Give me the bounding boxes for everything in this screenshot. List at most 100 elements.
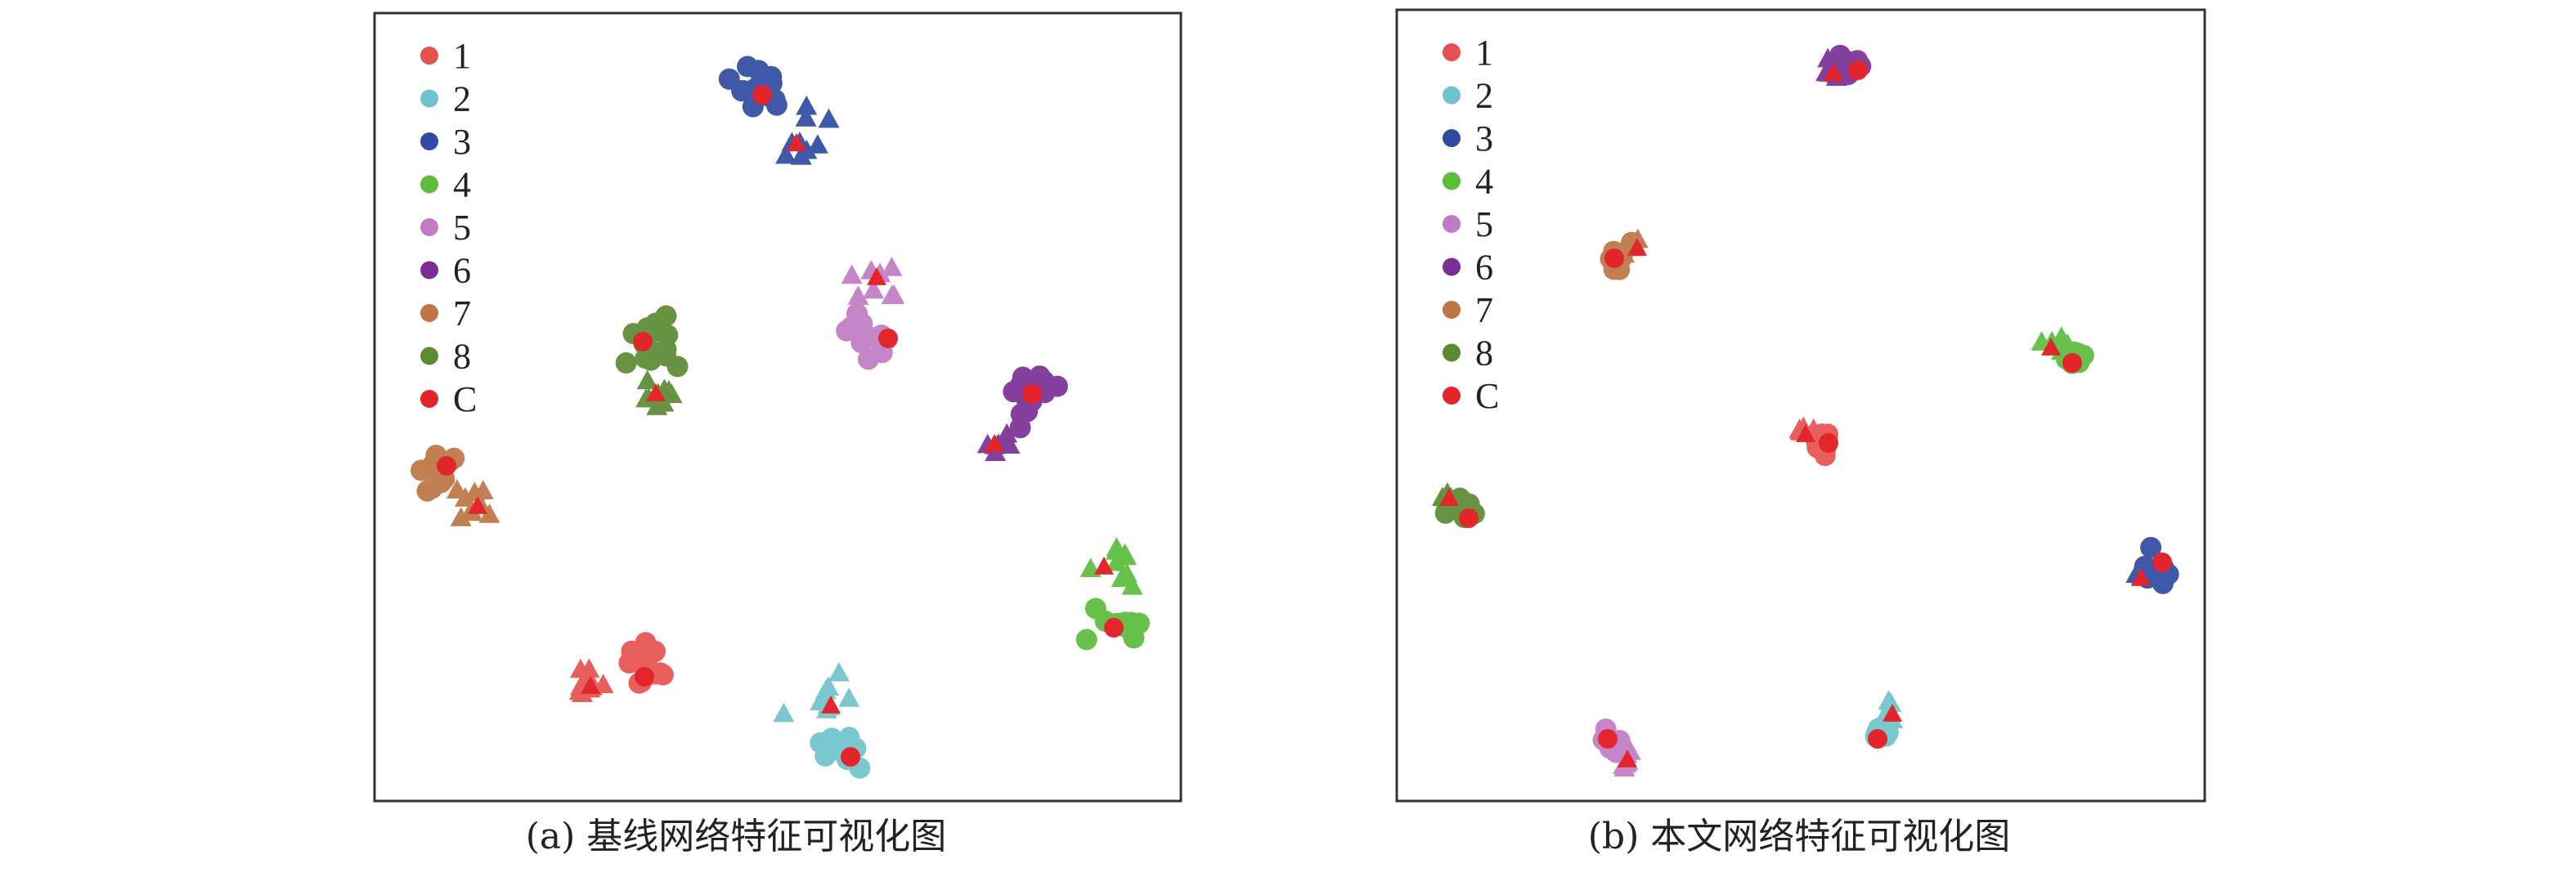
legend-marker-4 — [1443, 172, 1461, 190]
triangle-point-class-7 — [1614, 232, 1636, 253]
triangle-point-class-7 — [450, 507, 472, 526]
point-class-7 — [430, 472, 452, 494]
center-point-class-6 — [1022, 384, 1042, 404]
center-triangle-class-7 — [468, 495, 487, 514]
legend-label-1: 1 — [1475, 33, 1493, 73]
legend-marker-5 — [420, 218, 438, 236]
center-point-class-3 — [2152, 553, 2172, 572]
triangle-point-class-2 — [773, 702, 795, 723]
legend-marker-5 — [1443, 215, 1461, 233]
triangle-point-class-4 — [2057, 333, 2079, 353]
point-class-1 — [630, 640, 652, 662]
point-class-3 — [747, 60, 770, 82]
center-point-class-5 — [1598, 729, 1618, 749]
point-class-5 — [850, 332, 873, 354]
triangle-point-class-3 — [775, 144, 797, 164]
legend-label-8: 8 — [1475, 333, 1493, 374]
center-triangle-class-8 — [646, 383, 666, 401]
legend-marker-3 — [1443, 129, 1461, 147]
triangle-point-class-4 — [1121, 575, 1143, 595]
triangle-point-class-2 — [818, 676, 840, 696]
triangle-point-class-3 — [818, 108, 840, 128]
legend-label-5: 5 — [1475, 204, 1493, 244]
triangle-point-class-5 — [847, 285, 869, 305]
legend-label-C: C — [453, 379, 477, 419]
center-point-class-7 — [437, 456, 456, 476]
triangle-point-class-6 — [999, 434, 1021, 454]
legend-marker-8 — [420, 347, 438, 365]
legend-label-2: 2 — [1475, 76, 1493, 116]
center-point-class-1 — [1819, 433, 1838, 453]
legend-marker-1 — [1443, 43, 1461, 61]
legend-label-6: 6 — [453, 251, 471, 291]
center-triangle-class-1 — [1796, 423, 1815, 442]
center-triangle-class-7 — [1627, 237, 1647, 256]
center-point-class-4 — [2062, 353, 2082, 373]
legend-marker-8 — [1443, 343, 1461, 362]
triangle-point-class-7 — [446, 479, 468, 499]
triangle-point-class-2 — [828, 661, 850, 682]
legend-label-7: 7 — [1475, 290, 1493, 330]
legend-marker-2 — [420, 89, 438, 108]
center-triangle-class-3 — [787, 132, 806, 151]
legend-marker-7 — [1443, 301, 1461, 319]
point-class-5 — [836, 320, 858, 342]
center-triangle-class-5 — [867, 266, 886, 285]
triangle-point-class-5 — [841, 264, 863, 284]
legend-label-1: 1 — [453, 36, 471, 76]
center-triangle-class-2 — [821, 695, 841, 714]
triangle-point-class-5 — [863, 279, 885, 299]
center-point-class-5 — [878, 329, 898, 348]
triangle-point-class-8 — [636, 369, 658, 390]
center-point-class-2 — [841, 747, 860, 767]
legend-label-6: 6 — [1475, 248, 1493, 288]
legend-label-2: 2 — [453, 79, 471, 119]
legend-marker-4 — [420, 175, 438, 194]
center-point-class-2 — [1868, 729, 1887, 749]
legend-marker-7 — [420, 304, 438, 322]
point-class-2 — [815, 745, 837, 767]
legend-label-5: 5 — [453, 208, 471, 248]
center-triangle-class-4 — [1094, 556, 1114, 575]
figure-caption: (b) 本文网络特征可视化图 — [1588, 816, 2010, 857]
legend-label-C: C — [1475, 376, 1499, 416]
center-point-class-8 — [633, 332, 653, 351]
plot-frame — [373, 11, 1183, 803]
plot-frame — [1395, 8, 2206, 803]
triangle-point-class-7 — [478, 503, 500, 523]
point-class-8 — [635, 347, 657, 369]
center-triangle-class-8 — [1439, 487, 1459, 506]
triangle-point-class-8 — [661, 383, 683, 404]
point-class-4 — [1075, 629, 1097, 651]
legend-label-3: 3 — [453, 122, 471, 162]
point-class-8 — [644, 312, 666, 334]
point-class-3 — [2140, 536, 2162, 558]
point-class-7 — [411, 459, 433, 481]
legend-marker-2 — [1443, 86, 1461, 105]
legend-marker-6 — [1443, 257, 1461, 276]
center-triangle-class-6 — [985, 433, 1004, 452]
point-class-6 — [1012, 366, 1034, 388]
triangle-point-class-1 — [578, 658, 600, 678]
legend-label-3: 3 — [1475, 119, 1493, 159]
triangle-point-class-5 — [881, 257, 903, 276]
center-triangle-class-2 — [1883, 703, 1902, 722]
legend-marker-3 — [420, 132, 438, 150]
triangle-point-class-3 — [795, 107, 817, 127]
triangle-point-class-5 — [883, 284, 905, 304]
triangle-point-class-3 — [796, 95, 818, 115]
center-point-class-4 — [1104, 618, 1124, 638]
center-triangle-class-4 — [2041, 337, 2061, 356]
center-triangle-class-5 — [1618, 749, 1637, 767]
center-triangle-class-6 — [1824, 62, 1843, 81]
legend-label-4: 4 — [453, 165, 471, 205]
figure-caption: (a) 基线网络特征可视化图 — [526, 816, 947, 857]
point-class-4 — [1117, 617, 1139, 639]
legend-label-7: 7 — [453, 293, 471, 333]
triangle-point-class-4 — [1115, 545, 1137, 566]
